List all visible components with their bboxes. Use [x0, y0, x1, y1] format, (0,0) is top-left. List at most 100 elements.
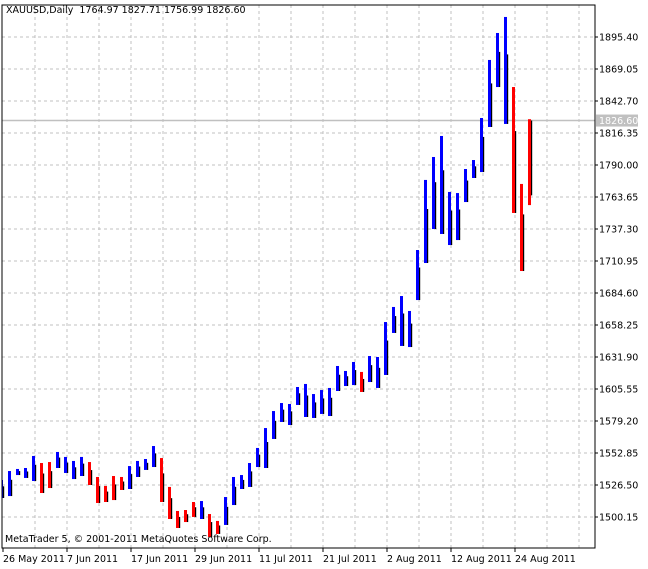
price-bar — [480, 118, 485, 173]
price-bar — [336, 365, 341, 392]
bar-open-close-mark — [107, 491, 109, 503]
price-bar — [88, 462, 93, 485]
bar-range — [168, 486, 171, 520]
bar-open-close-mark — [3, 486, 5, 498]
price-bar — [216, 520, 221, 534]
bar-range — [400, 296, 403, 346]
price-bar — [312, 394, 317, 418]
bar-range — [24, 467, 27, 478]
bar-open-close-mark — [99, 486, 101, 503]
bar-range — [16, 468, 19, 476]
bar-open-close-mark — [371, 365, 373, 383]
bar-range — [232, 476, 235, 506]
bar-open-close-mark — [75, 467, 77, 480]
bar-open-close-mark — [19, 471, 21, 476]
price-bar — [272, 411, 277, 439]
price-bar — [200, 501, 205, 520]
bar-range — [128, 466, 131, 490]
price-bar — [528, 119, 533, 206]
price-bar — [80, 456, 85, 477]
bar-open-close-mark — [491, 83, 493, 127]
price-bar — [392, 306, 397, 333]
y-tick-label: 1710.95 — [599, 257, 638, 268]
bar-range — [264, 428, 267, 468]
price-bar — [96, 476, 101, 503]
bar-range — [304, 383, 307, 417]
price-bar — [112, 476, 117, 501]
bar-range — [120, 476, 123, 490]
price-bar — [432, 156, 437, 229]
bar-open-close-mark — [211, 522, 213, 537]
price-bar — [504, 16, 509, 124]
bar-open-close-mark — [83, 463, 85, 477]
price-bar — [208, 514, 213, 537]
price-bar — [440, 135, 445, 234]
bar-range — [80, 456, 83, 477]
bar-range — [424, 179, 427, 264]
bar-range — [248, 463, 251, 487]
price-bar — [160, 458, 165, 503]
bar-open-close-mark — [51, 471, 53, 489]
price-bar — [416, 250, 421, 301]
bar-range — [392, 306, 395, 333]
bar-range — [8, 471, 11, 497]
price-bar — [320, 390, 325, 414]
bar-range — [408, 310, 411, 348]
price-bar — [520, 183, 525, 272]
y-tick-label: 1500.15 — [599, 513, 638, 524]
price-bar — [128, 466, 133, 490]
bar-open-close-mark — [227, 506, 229, 525]
bar-open-close-mark — [187, 514, 189, 523]
ohlc-readout: 1764.97 1827.71 1756.99 1826.60 — [79, 5, 246, 16]
bar-range — [360, 371, 363, 392]
bar-range — [472, 160, 475, 178]
bar-range — [376, 357, 379, 388]
y-tick-label: 1579.20 — [599, 417, 638, 428]
bar-range — [152, 446, 155, 468]
x-tick-label: 29 Jun 2011 — [195, 554, 252, 565]
price-bar — [64, 456, 69, 473]
y-tick-label: 1684.60 — [599, 289, 638, 300]
bar-open-close-mark — [291, 411, 293, 426]
x-tick-label: 24 Aug 2011 — [515, 554, 576, 565]
copyright-label: MetaTrader 5, © 2001-2011 MetaQuotes Sof… — [5, 534, 272, 545]
bar-range — [136, 460, 139, 477]
price-bar — [376, 357, 381, 388]
price-bar — [24, 467, 29, 478]
bar-range — [40, 463, 43, 494]
bar-open-close-mark — [443, 170, 445, 234]
price-bar — [168, 486, 173, 520]
price-bar — [424, 179, 429, 264]
y-tick-label: 1816.35 — [599, 129, 638, 140]
bar-open-close-mark — [147, 462, 149, 470]
bar-open-close-mark — [411, 323, 413, 348]
bar-range — [464, 169, 467, 203]
bar-range — [192, 502, 195, 517]
price-bar — [344, 370, 349, 387]
price-bar — [32, 455, 37, 481]
bar-range — [312, 394, 315, 418]
price-bar — [176, 510, 181, 528]
price-bar — [400, 296, 405, 346]
bar-range — [200, 501, 203, 520]
y-tick-label: 1842.70 — [599, 97, 638, 108]
bar-open-close-mark — [467, 180, 469, 203]
bar-range — [272, 411, 275, 439]
y-tick-label: 1552.85 — [599, 449, 638, 460]
price-bar — [296, 386, 301, 405]
bar-open-close-mark — [299, 393, 301, 405]
bar-open-close-mark — [427, 209, 429, 264]
bar-range — [56, 451, 59, 468]
bar-range — [384, 322, 387, 375]
bar-range — [144, 459, 147, 470]
bar-range — [88, 462, 91, 485]
price-bar — [104, 485, 109, 503]
bar-open-close-mark — [43, 473, 45, 494]
y-tick-label: 1737.30 — [599, 225, 638, 236]
bar-range — [288, 403, 291, 426]
bar-range — [504, 16, 507, 124]
bar-range — [528, 119, 531, 206]
bar-open-close-mark — [59, 457, 61, 468]
bar-range — [368, 356, 371, 383]
